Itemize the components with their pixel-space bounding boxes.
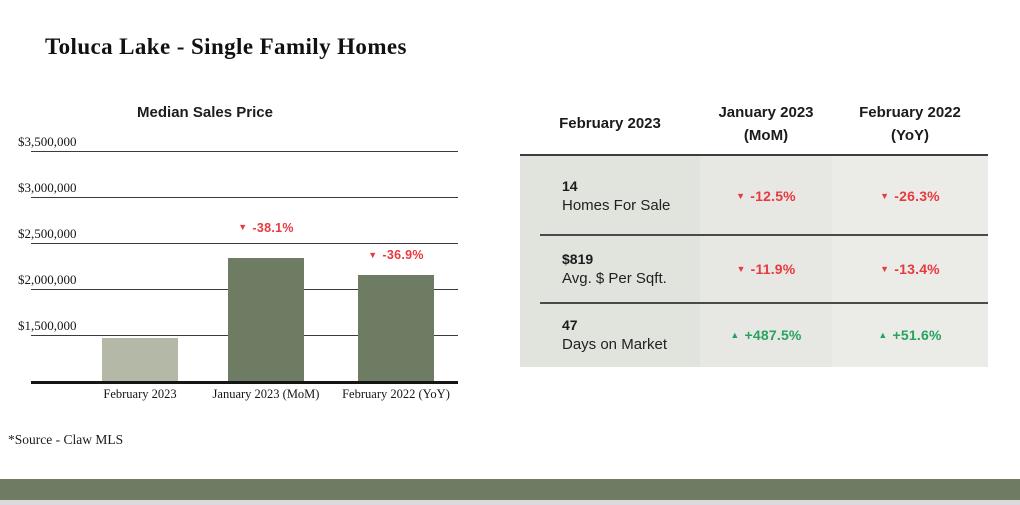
footer-bottom-strip: [0, 500, 1020, 505]
annotation-text: -36.9%: [382, 248, 424, 263]
stat-value: 47: [562, 317, 578, 333]
annotation-text: -38.1%: [252, 220, 294, 235]
down-arrow-icon: ▼: [736, 190, 746, 201]
chart-title: Median Sales Price: [137, 104, 273, 121]
median-sales-price-chart: Median Sales Price $1,500,000 $2,000,000 $…: [0, 100, 470, 401]
mom-change: ▼ -12.5%: [700, 156, 832, 235]
header-divider: [520, 154, 988, 156]
stat-label: Homes For Sale: [562, 196, 671, 214]
column-header-february-2023: February 2023: [520, 113, 700, 136]
header-line1: February 2023: [559, 115, 661, 133]
header-line2: (YoY): [890, 126, 930, 144]
change-value: -13.4%: [894, 261, 940, 277]
change-value: -26.3%: [894, 187, 940, 204]
stat-cell: $819 Avg. $ Per Sqft.: [520, 235, 700, 303]
stat-value: $819: [562, 251, 594, 267]
column-header-february-2022-yoy: February 2022 (YoY): [832, 102, 988, 147]
change-annotation: ▼ -36.9%: [336, 248, 456, 262]
x-axis-line: [31, 381, 458, 384]
header-line1: February 2022: [859, 104, 961, 121]
down-arrow-icon: ▼: [238, 222, 248, 233]
change-value: +51.6%: [892, 327, 942, 343]
table-row-homes-for-sale: 14 Homes For Sale ▼ -12.5% ▼ -26.3%: [520, 156, 988, 235]
stats-header-row: February 2023 January 2023 (MoM) Februar…: [520, 95, 988, 154]
stat-cell: 47 Days on Market: [520, 303, 700, 367]
stats-table: February 2023 January 2023 (MoM) Februar…: [520, 95, 988, 367]
header-line2: (MoM): [743, 126, 789, 144]
y-axis-tick-label: $2,500,000: [18, 226, 77, 241]
mom-change: ▼ -11.9%: [700, 235, 832, 303]
change-value: +487.5%: [744, 327, 802, 343]
gridline: [31, 243, 458, 245]
stat-label: Days on Market: [562, 336, 668, 353]
page-title: Toluca Lake - Single Family Homes: [45, 34, 407, 59]
up-arrow-icon: ▲: [878, 330, 888, 340]
gridline: [31, 151, 458, 153]
table-row-avg-per-sqft: $819 Avg. $ Per Sqft. ▼ -11.9% ▼ -13.4%: [520, 234, 988, 303]
yoy-change: ▼ -26.3%: [832, 156, 988, 235]
header-line1: January 2023: [718, 104, 814, 121]
change-annotation: ▼ -38.1%: [206, 221, 326, 235]
yoy-change: ▼ -13.4%: [832, 235, 988, 303]
stat-cell: 14 Homes For Sale: [520, 156, 700, 235]
y-axis-tick-label: $3,000,000: [18, 180, 77, 195]
bar-february-2022-yoy: [358, 275, 434, 381]
x-axis-category-label: February 2023: [103, 387, 177, 401]
up-arrow-icon: ▲: [730, 330, 740, 340]
y-axis-tick-label: $1,500,000: [18, 318, 77, 333]
down-arrow-icon: ▼: [880, 190, 890, 201]
y-axis-tick-label: $3,500,000: [18, 134, 77, 149]
stat-label: Avg. $ Per Sqft.: [562, 270, 667, 287]
mom-change: ▲ +487.5%: [700, 303, 832, 367]
down-arrow-icon: ▼: [880, 264, 890, 274]
bar-january-2023-mom: [228, 257, 304, 381]
bar-february-2023: [102, 337, 178, 381]
gridline: [31, 197, 458, 199]
x-axis-category-label: February 2022 (YoY): [342, 387, 450, 401]
column-header-january-2023-mom: January 2023 (MoM): [700, 102, 832, 147]
change-value: -11.9%: [750, 261, 796, 277]
down-arrow-icon: ▼: [368, 249, 378, 260]
source-note: *Source - Claw MLS: [8, 432, 124, 447]
down-arrow-icon: ▼: [736, 264, 746, 274]
stat-value: 14: [562, 177, 578, 194]
change-value: -12.5%: [750, 187, 796, 204]
footer-accent-bar: [0, 479, 1020, 500]
table-row-days-on-market: 47 Days on Market ▲ +487.5% ▲ +51.6%: [520, 302, 988, 367]
yoy-change: ▲ +51.6%: [832, 303, 988, 367]
x-axis-category-label: January 2023 (MoM): [212, 387, 320, 401]
y-axis-tick-label: $2,000,000: [18, 272, 77, 287]
